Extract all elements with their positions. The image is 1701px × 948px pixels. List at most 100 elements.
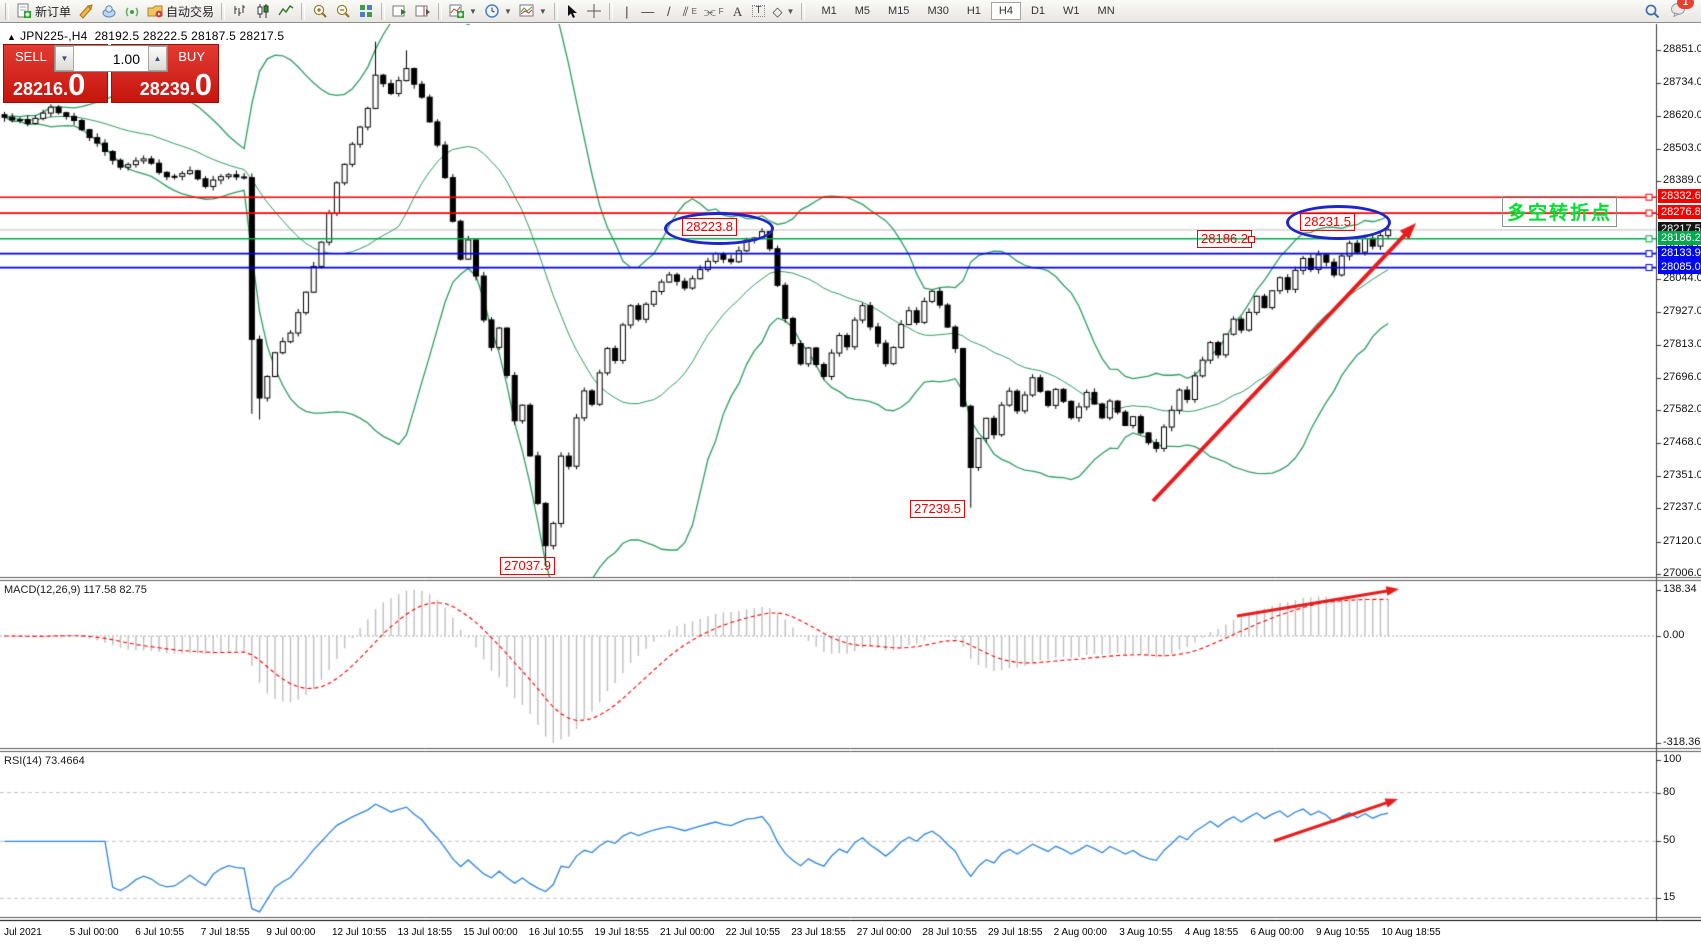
- level-price-label-28186.2[interactable]: 28186.2: [1658, 230, 1701, 245]
- buy-label: BUY: [178, 49, 205, 64]
- date-label-17: 3 Aug 10:55: [1119, 927, 1173, 938]
- price-note-circled-aug[interactable]: 28231.5: [1300, 213, 1355, 231]
- text-label-tool[interactable]: T: [749, 1, 769, 21]
- price-tick-27006: 27006.0: [1663, 567, 1701, 579]
- period-button[interactable]: ▼: [481, 1, 515, 21]
- search-icon[interactable]: [1644, 3, 1660, 19]
- toolbar-right-group: 1: [1644, 0, 1701, 22]
- new-order-icon: [17, 3, 31, 18]
- candlestick-icon: [257, 4, 269, 18]
- level-price-label-28085.0[interactable]: 28085.0: [1658, 259, 1701, 274]
- timeframe-MN[interactable]: MN: [1090, 2, 1123, 20]
- volume-down-button[interactable]: ▼: [55, 46, 74, 71]
- ohlc-readout: 28192.5 28222.5 28187.5 28217.5: [94, 29, 285, 43]
- trendline-tool[interactable]: /: [659, 1, 679, 21]
- cursor-icon: [567, 4, 577, 18]
- signals-button[interactable]: [121, 1, 143, 21]
- notification-badge: 1: [1677, 0, 1694, 9]
- crosshair-tool-button[interactable]: [583, 1, 605, 21]
- macd-scale--318.36: -318.36: [1663, 735, 1701, 748]
- fibonacci-tool[interactable]: ⫘ F: [701, 1, 727, 21]
- collapse-triangle-icon[interactable]: ▲: [7, 32, 17, 42]
- community-button[interactable]: [98, 1, 120, 21]
- date-label-1: 5 Jul 00:00: [69, 927, 119, 938]
- sell-price-big-digit: 0: [68, 67, 86, 102]
- level-price-label-28276.8[interactable]: 28276.8: [1658, 205, 1701, 220]
- price-tick-27696: 27696.0: [1663, 371, 1701, 384]
- new-order-button[interactable]: 新订单: [13, 1, 74, 21]
- zoom-in-icon: [313, 4, 327, 18]
- toolbar-separator: [221, 2, 226, 20]
- timeframe-H4[interactable]: H4: [990, 2, 1021, 20]
- rsi-scale-50: 50: [1663, 834, 1676, 847]
- date-label-4: 9 Jul 00:00: [266, 927, 316, 938]
- timeframe-M1[interactable]: M1: [813, 2, 844, 20]
- volume-value[interactable]: 1.00: [74, 46, 148, 71]
- community-icon: [102, 5, 116, 18]
- highlight-ellipse-aug-high[interactable]: [1286, 205, 1391, 240]
- price-tick-28044: 28044.0: [1663, 272, 1701, 285]
- date-label-5: 12 Jul 10:55: [332, 927, 387, 938]
- channel-tool[interactable]: ⫽ E: [680, 1, 700, 21]
- symbol-timeframe: JPN225-,H4: [20, 29, 88, 43]
- line-chart-button[interactable]: [275, 1, 297, 21]
- date-label-15: 29 Jul 18:55: [988, 927, 1043, 938]
- date-label-20: 9 Aug 10:55: [1316, 927, 1370, 938]
- level-price-label-28133.9[interactable]: 28133.9: [1658, 245, 1701, 260]
- text-tool[interactable]: A: [728, 1, 748, 21]
- horizontal-line-icon: —: [641, 3, 655, 19]
- crosshair-icon: [586, 4, 601, 18]
- vertical-line-tool[interactable]: |: [617, 1, 637, 21]
- indicators-button[interactable]: ▼: [446, 1, 480, 21]
- one-click-trading-panel: SELL 28216.0 BUY 28239.0 ▼ 1.00 ▲: [3, 44, 219, 103]
- price-note-circled-july[interactable]: 28223.8: [682, 218, 737, 236]
- zoom-out-button[interactable]: [332, 1, 354, 21]
- line-chart-icon: [278, 5, 294, 16]
- horizontal-line-tool[interactable]: —: [638, 1, 658, 21]
- date-label-6: 13 Jul 18:55: [397, 927, 453, 938]
- turning-point-note[interactable]: 多空转折点: [1502, 196, 1618, 227]
- fibonacci-icon: ⫘: [703, 3, 716, 19]
- chart-shift-button[interactable]: [412, 1, 434, 21]
- tile-windows-button[interactable]: [355, 1, 377, 21]
- metaeditor-button[interactable]: [75, 1, 97, 21]
- price-note-green-level[interactable]: 28186.2: [1197, 230, 1255, 248]
- timeframe-M5[interactable]: M5: [847, 2, 878, 20]
- date-label-19: 6 Aug 00:00: [1250, 927, 1304, 938]
- timeframe-D1[interactable]: D1: [1023, 2, 1053, 20]
- highlight-ellipse-july-high[interactable]: [664, 212, 774, 245]
- shapes-tool[interactable]: ◇ ▼: [770, 1, 798, 21]
- dropdown-arrow-icon: ▼: [503, 6, 512, 16]
- macd-scale-138.34: 138.34: [1663, 582, 1697, 595]
- cursor-tool-button[interactable]: [562, 1, 582, 21]
- tile-windows-icon: [360, 5, 373, 17]
- date-label-13: 27 Jul 00:00: [856, 927, 912, 938]
- metaeditor-icon: [79, 4, 93, 19]
- timeframe-M30[interactable]: M30: [919, 2, 956, 20]
- auto-scroll-button[interactable]: [389, 1, 411, 21]
- templates-button[interactable]: ▼: [516, 1, 550, 21]
- chart-symbol-header: ▲ JPN225-,H4 28192.5 28222.5 28187.5 2821…: [7, 29, 284, 43]
- price-note-july-low[interactable]: 27037.9: [500, 557, 555, 575]
- price-tick-28389: 28389.0: [1663, 174, 1701, 187]
- timeframe-M15[interactable]: M15: [880, 2, 917, 20]
- date-label-0: Jul 2021: [4, 927, 42, 938]
- notifications-button[interactable]: 1: [1670, 0, 1694, 22]
- candlestick-button[interactable]: [252, 1, 274, 21]
- timeframe-H1[interactable]: H1: [959, 2, 989, 20]
- volume-up-button[interactable]: ▲: [148, 46, 167, 71]
- date-label-10: 21 Jul 00:00: [660, 927, 715, 938]
- level-price-label-28332.6[interactable]: 28332.6: [1658, 189, 1701, 204]
- bar-chart-button[interactable]: [229, 1, 251, 21]
- price-note-aug-low[interactable]: 27239.5: [910, 500, 965, 518]
- price-tick-27468: 27468.0: [1663, 435, 1701, 448]
- auto-trading-button[interactable]: 自动交易: [144, 1, 217, 21]
- timeframe-W1[interactable]: W1: [1055, 2, 1088, 20]
- toolbar-separator: [801, 2, 806, 20]
- macd-label: MACD(12,26,9) 117.58 82.75: [4, 584, 147, 596]
- date-label-18: 4 Aug 18:55: [1184, 927, 1239, 938]
- price-tick-27582: 27582.0: [1663, 403, 1701, 416]
- zoom-in-button[interactable]: [309, 1, 331, 21]
- rsi-scale-80: 80: [1663, 785, 1676, 798]
